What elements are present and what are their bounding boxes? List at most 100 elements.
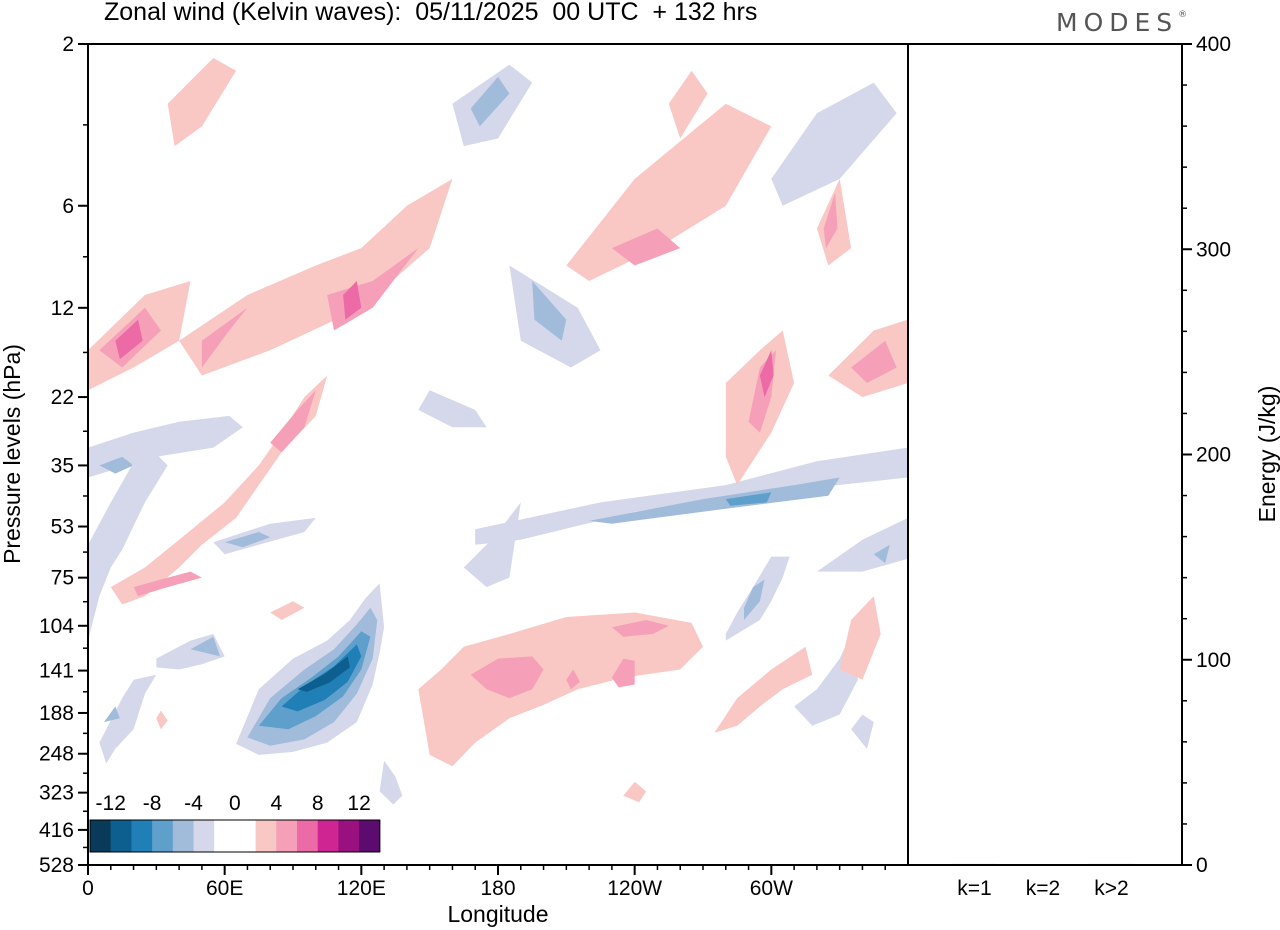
colorbar-label: 12: [347, 792, 370, 815]
colorbar-label: 4: [270, 792, 282, 815]
easterly-contour-region: [99, 456, 134, 474]
wind-anomaly-contours: [88, 58, 908, 805]
y-tick-label: 22: [51, 386, 74, 409]
westerly-contour-region: [201, 307, 248, 368]
y-tick-label: 75: [51, 567, 74, 590]
colorbar-swatch: [234, 820, 256, 852]
easterly-contour-region: [418, 390, 487, 428]
y-tick-label: 141: [39, 660, 74, 683]
energy-bar: [1088, 863, 1135, 866]
y-tick-label: 104: [39, 615, 74, 638]
energy-tick-label: 0: [1196, 854, 1208, 877]
colorbar-swatch: [214, 820, 236, 852]
westerly-contour-region: [270, 390, 316, 453]
colorbar-swatch: [110, 820, 132, 852]
westerly-contour-region: [714, 646, 813, 733]
x-tick-label: 120W: [607, 877, 662, 900]
colorbar-swatch: [172, 820, 194, 852]
y-tick-label: 53: [51, 516, 74, 539]
easterly-contour-region: [103, 706, 120, 723]
westerly-contour-region: [623, 781, 647, 803]
y-tick-label: 323: [39, 782, 74, 805]
y-tick-label: 188: [39, 702, 74, 725]
westerly-contour-region: [270, 601, 305, 620]
energy-x-axis: k=1 k=2 k>2: [957, 877, 1128, 900]
westerly-contour-region: [470, 656, 544, 699]
colorbar-label: -4: [184, 792, 203, 815]
easterly-contour-region: [379, 760, 403, 805]
energy-tick-label: 100: [1196, 649, 1231, 672]
colorbar-label: 8: [312, 792, 324, 815]
y-axis-pressure: 2 6 12 22 35 53 75 104 141 188 248 323 416 528: [39, 33, 88, 877]
colorbar-swatch: [90, 820, 112, 852]
westerly-contour-region: [823, 192, 838, 249]
colorbar-swatch: [317, 820, 339, 852]
westerly-contour-region: [611, 658, 635, 688]
easterly-contour-region: [475, 447, 908, 545]
easterly-contour-region: [532, 281, 567, 341]
colorbar-swatch: [255, 820, 277, 852]
y-tick-label: 528: [39, 854, 74, 877]
energy-category-label: k=2: [1026, 877, 1060, 900]
easterly-contour-region: [873, 544, 890, 564]
energy-bar: [1020, 864, 1066, 866]
westerly-contour-region: [611, 620, 669, 637]
x-axis-longitude: 0 60E 120E 180 120W 60W: [82, 865, 886, 900]
registered-mark: ®: [1178, 10, 1188, 20]
colorbar-label: -8: [143, 792, 162, 815]
energy-y-axis: 0 100 200 300 400: [1182, 33, 1231, 877]
x-axis-title: Longitude: [447, 901, 548, 927]
easterly-contour-region: [297, 656, 350, 692]
colorbar-frame: [89, 819, 381, 853]
energy-tick-label: 300: [1196, 238, 1231, 261]
energy-category-label: k=1: [957, 877, 991, 900]
y-tick-label: 35: [51, 454, 74, 477]
easterly-contour-region: [744, 579, 765, 620]
westerly-contour-region: [851, 340, 897, 383]
x-tick-label: 60E: [206, 877, 243, 900]
easterly-contour-region: [224, 532, 271, 548]
westerly-contour-region: [133, 571, 202, 597]
colorbar-swatch: [338, 820, 360, 852]
y-tick-label: 416: [39, 819, 74, 842]
x-tick-label: 120E: [337, 877, 386, 900]
westerly-contour-region: [566, 103, 772, 281]
energy-tick-label: 400: [1196, 33, 1231, 56]
y-tick-label: 2: [62, 33, 74, 56]
easterly-contour-region: [725, 492, 772, 506]
x-tick-label: 180: [480, 877, 515, 900]
westerly-contour-region: [110, 375, 328, 605]
easterly-contour-region: [463, 502, 521, 588]
easterly-contour-region: [190, 636, 221, 657]
x-tick-label: 60W: [750, 877, 793, 900]
westerly-contour-region: [156, 710, 168, 730]
colorbar-swatch: [152, 820, 174, 852]
colorbar-legend: -12 -8 -4 0 4 8 12: [89, 792, 381, 853]
energy-tick-label: 200: [1196, 444, 1231, 467]
energy-plot-frame: [907, 43, 1183, 866]
easterly-contour-region: [99, 674, 157, 764]
westerly-contour-region: [759, 350, 774, 398]
easterly-contour-region: [794, 634, 858, 726]
colorbar-label: -12: [96, 792, 126, 815]
y-axis-title: Pressure levels (hPa): [0, 344, 25, 564]
logo-text: MODES: [1056, 8, 1179, 37]
westerly-contour-region: [839, 596, 881, 680]
x-tick-label: 0: [82, 877, 94, 900]
colorbar-swatch: [193, 820, 215, 852]
easterly-contour-region: [88, 442, 168, 641]
modes-logo: MODES®: [1056, 8, 1187, 37]
westerly-contour-region: [179, 178, 453, 376]
easterly-contour-region: [470, 76, 510, 127]
y-tick-label: 12: [51, 297, 74, 320]
westerly-contour-region: [566, 669, 580, 690]
westerly-contour-region: [418, 612, 703, 767]
colorbar-swatch: [297, 820, 319, 852]
energy-category-label: k>2: [1094, 877, 1128, 900]
colorbar-swatch: [276, 820, 298, 852]
colorbar-swatch: [359, 820, 381, 852]
energy-bar: [951, 863, 998, 866]
y-tick-label: 6: [62, 195, 74, 218]
westerly-contour-region: [167, 58, 237, 147]
